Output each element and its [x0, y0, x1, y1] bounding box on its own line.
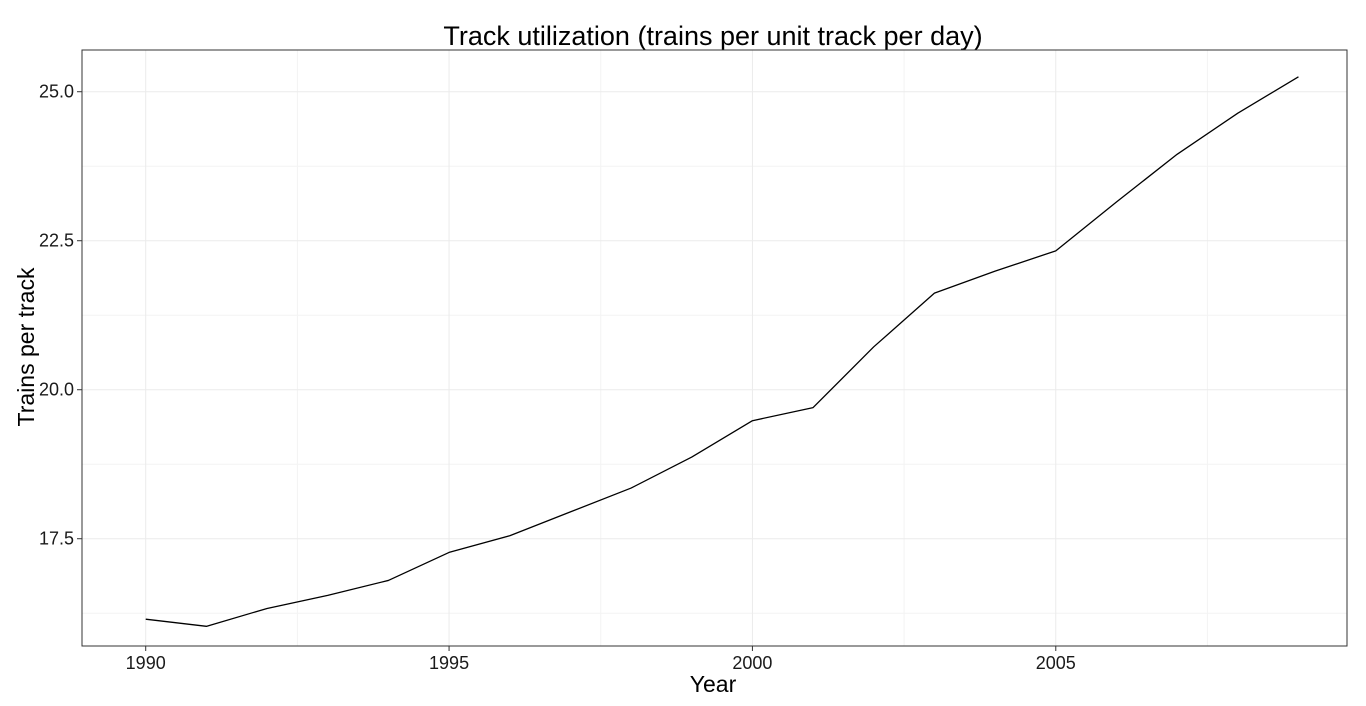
x-tick-label: 1990: [126, 653, 166, 673]
x-axis-title: Year: [690, 671, 737, 697]
chart-title: Track utilization (trains per unit track…: [443, 21, 982, 51]
series-layer: [145, 76, 1299, 627]
y-tick-label: 17.5: [39, 529, 74, 549]
y-tick-label: 20.0: [39, 380, 74, 400]
series-line: [145, 76, 1299, 627]
y-tick-label: 22.5: [39, 231, 74, 251]
x-tick-label: 1995: [429, 653, 469, 673]
y-axis: 17.5 20.0 22.5 25.0: [39, 82, 82, 549]
y-tick-label: 25.0: [39, 82, 74, 102]
x-tick-label: 2000: [732, 653, 772, 673]
plot-panel-border: [81, 49, 1348, 647]
x-axis: 1990 1995 2000 2005: [126, 646, 1076, 673]
y-axis-title: Trains per track: [13, 267, 39, 426]
x-tick-label: 2005: [1036, 653, 1076, 673]
minor-gridlines: [82, 50, 1347, 646]
major-gridlines: [82, 50, 1347, 646]
